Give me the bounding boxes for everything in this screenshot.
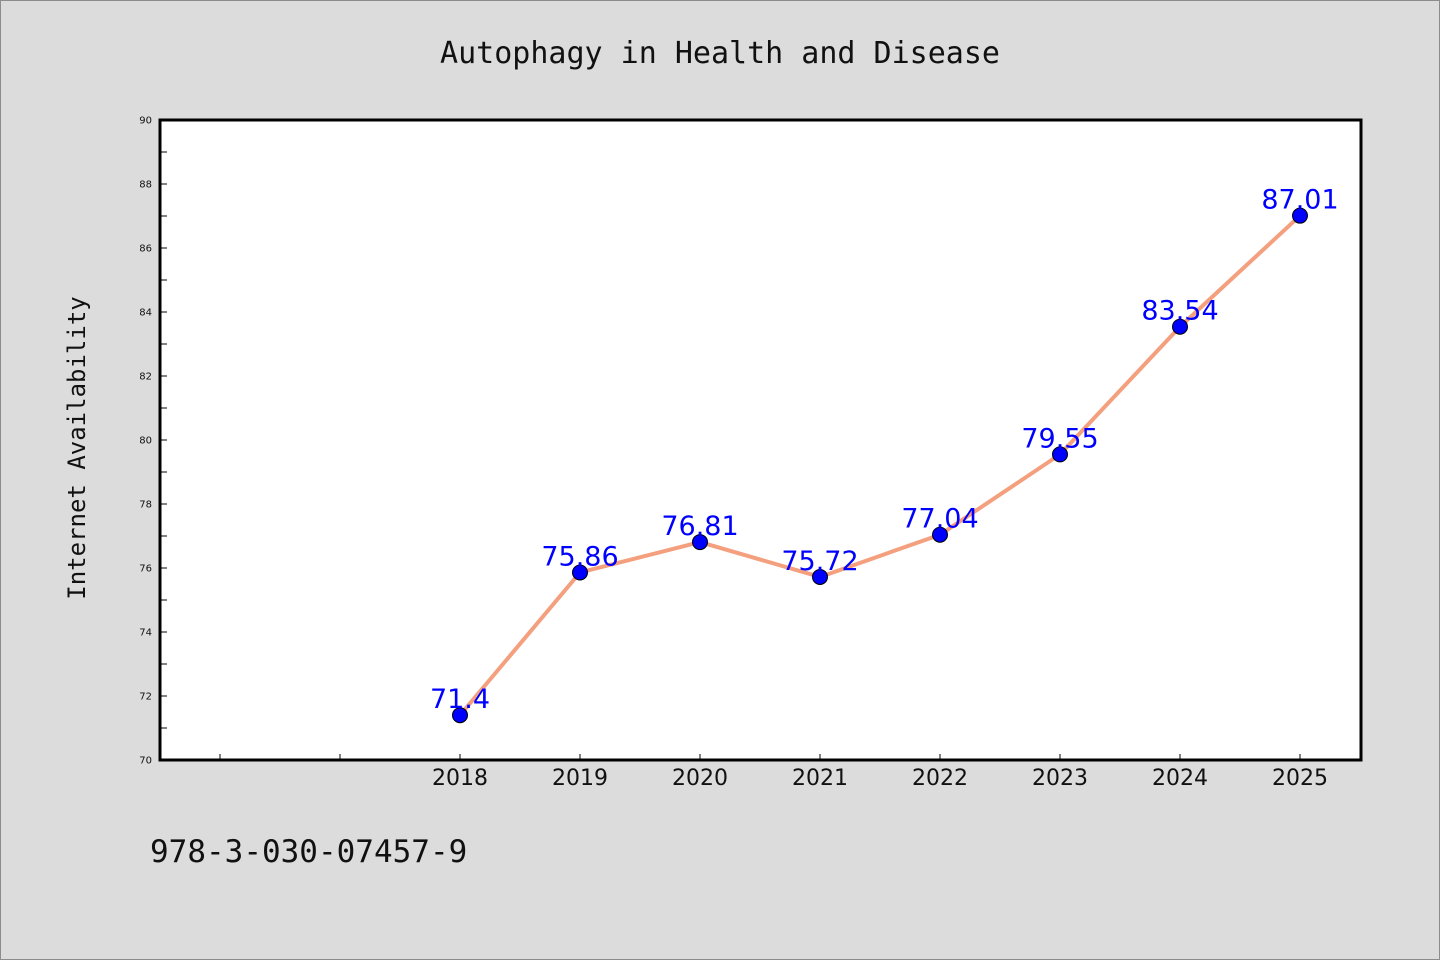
x-tick-label: 2019 <box>552 766 608 791</box>
data-label: 75.72 <box>781 546 858 577</box>
data-label: 77.04 <box>901 504 978 535</box>
data-label: 87.01 <box>1261 185 1338 216</box>
data-label: 83.54 <box>1141 296 1218 327</box>
isbn-code: 978-3-030-07457-9 <box>150 834 468 870</box>
plot-area <box>160 120 1361 760</box>
chart-title: Autophagy in Health and Disease <box>440 36 1000 71</box>
y-tick-label: 88 <box>139 180 152 191</box>
y-tick-label: 90 <box>139 116 152 127</box>
data-point <box>932 526 948 543</box>
data-point <box>1292 207 1308 224</box>
data-point <box>1052 446 1068 463</box>
x-axis-ticks: 2018 2019 2020 2021 2022 2023 2024 2025 <box>219 754 1328 791</box>
data-markers <box>452 207 1308 724</box>
y-axis-ticks: 70 72 74 76 78 80 82 84 86 88 90 <box>139 116 167 767</box>
data-point <box>812 568 828 585</box>
x-tick-label: 2024 <box>1152 766 1208 791</box>
series-line <box>458 213 1302 718</box>
data-point <box>1172 318 1188 335</box>
x-tick-label: 2021 <box>792 766 848 791</box>
data-label: 79.55 <box>1021 423 1098 454</box>
y-tick-label: 82 <box>139 372 152 383</box>
y-tick-label: 86 <box>139 244 152 255</box>
y-axis-label: Internet Availability <box>63 296 91 599</box>
x-tick-label: 2023 <box>1032 766 1088 791</box>
y-tick-label: 72 <box>139 692 152 703</box>
data-label: 75.86 <box>541 541 618 572</box>
x-tick-label: 2022 <box>912 766 968 791</box>
data-label: 71.4 <box>430 684 490 715</box>
x-tick-label: 2018 <box>432 766 488 791</box>
y-tick-label: 80 <box>139 436 152 447</box>
y-tick-label: 74 <box>139 628 152 639</box>
data-point <box>572 564 588 581</box>
x-tick-label: 2025 <box>1272 766 1328 791</box>
data-point <box>692 534 708 551</box>
data-label: 76.81 <box>661 511 738 542</box>
data-labels: 71.4 75.86 76.81 75.72 77.04 79.55 83.54 87.01 <box>430 185 1339 716</box>
x-tick-label: 2020 <box>672 766 728 791</box>
data-point <box>452 707 468 724</box>
y-tick-label: 70 <box>139 756 152 767</box>
plot-border <box>158 118 1363 762</box>
y-tick-label: 78 <box>139 500 152 511</box>
y-tick-label: 76 <box>139 564 152 575</box>
y-tick-label: 84 <box>139 308 152 319</box>
